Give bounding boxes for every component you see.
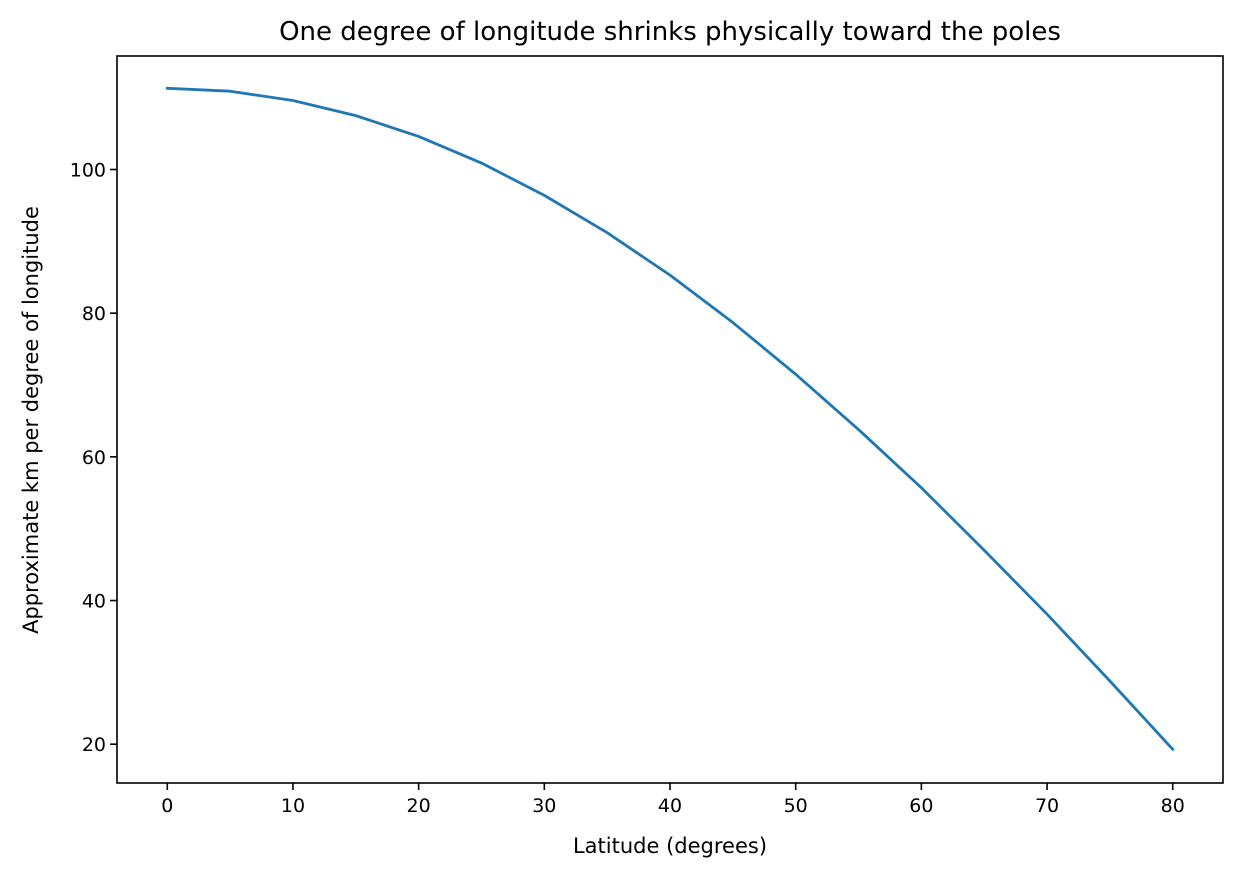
x-tick-label: 0	[161, 795, 173, 817]
x-tick-label: 20	[407, 795, 431, 817]
y-axis-label: Approximate km per degree of longitude	[19, 206, 43, 634]
series-line	[165, 86, 1175, 752]
x-axis: 0 10 20 30 40 50 60 70 80	[161, 783, 1185, 817]
x-tick-label: 60	[909, 795, 933, 817]
x-tick-label: 10	[281, 795, 305, 817]
y-tick-label: 80	[82, 303, 106, 325]
x-tick-label: 30	[532, 795, 556, 817]
plot-area	[165, 86, 1175, 752]
x-tick-label: 70	[1035, 795, 1059, 817]
y-tick-label: 60	[82, 447, 106, 469]
y-tick-label: 100	[70, 160, 106, 182]
x-tick-label: 50	[784, 795, 808, 817]
y-tick-label: 20	[82, 734, 106, 756]
x-tick-label: 40	[658, 795, 682, 817]
x-axis-label: Latitude (degrees)	[573, 834, 767, 858]
x-tick-label: 80	[1161, 795, 1185, 817]
y-tick-label: 40	[82, 591, 106, 613]
chart-title: One degree of longitude shrinks physical…	[279, 17, 1061, 47]
y-axis: 20 40 60 80 100	[70, 160, 117, 756]
